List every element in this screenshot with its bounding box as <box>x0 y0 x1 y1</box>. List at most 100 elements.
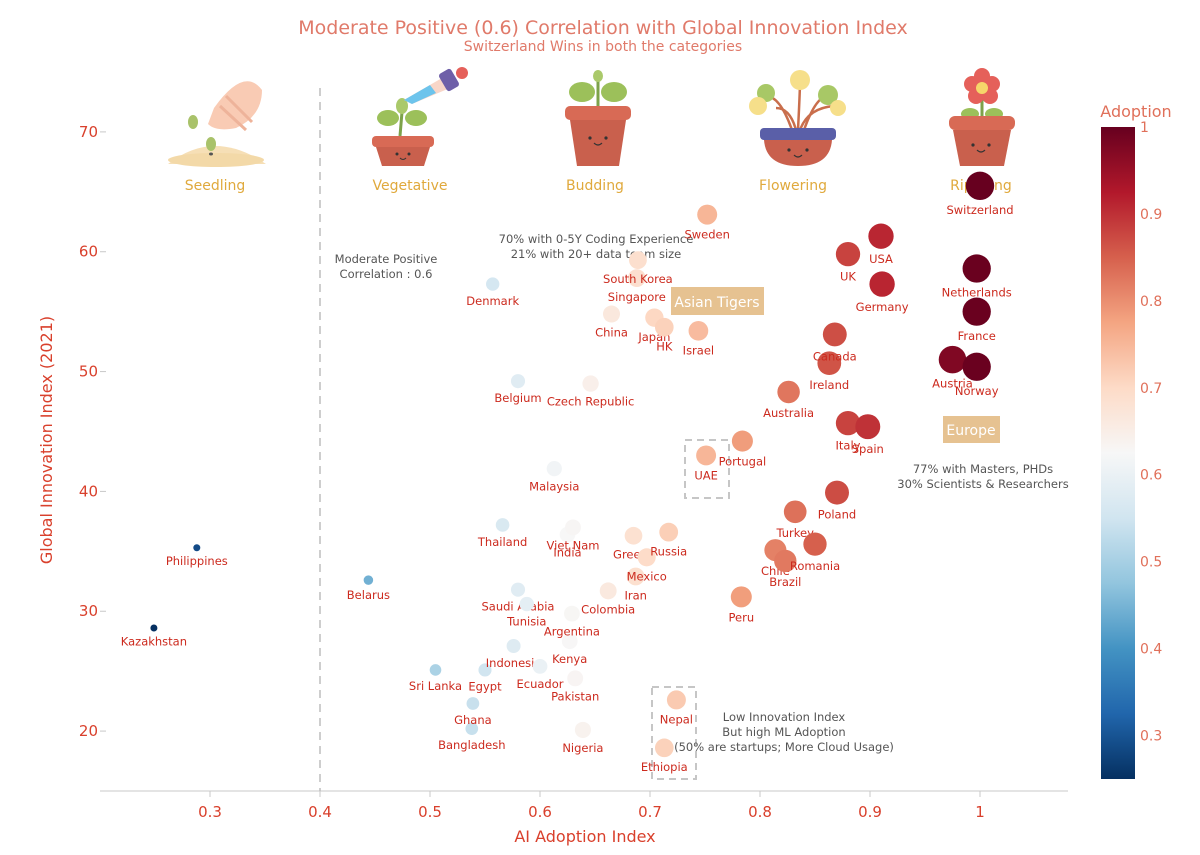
data-point-label: Israel <box>683 344 714 358</box>
data-point <box>835 410 861 436</box>
data-point <box>697 204 718 225</box>
uae-highlight-box <box>684 439 730 499</box>
data-point-label: Sweden <box>684 228 729 242</box>
colorbar-tick-label: 0.4 <box>1140 642 1162 658</box>
data-point-label: Czech Republic <box>547 395 635 409</box>
y-tick-label: 70 <box>79 123 98 141</box>
data-point <box>835 241 861 267</box>
data-point <box>825 480 849 505</box>
annotation-low-innovation: Low Innovation Index But high ML Adoptio… <box>674 710 894 754</box>
data-point <box>869 271 895 297</box>
data-point-label: HK <box>656 340 673 354</box>
data-point <box>822 322 847 347</box>
data-point <box>599 582 617 600</box>
data-point-label: Australia <box>763 406 814 420</box>
annotation-line: Moderate Positive <box>335 252 438 266</box>
x-tick-label: 0.6 <box>528 803 552 821</box>
data-point <box>495 518 510 532</box>
annotation-line: 21% with 20+ data team size <box>511 247 682 261</box>
data-point-label: USA <box>869 252 893 266</box>
data-point-label: Peru <box>728 610 754 624</box>
data-point <box>659 522 679 542</box>
colorbar-tick-label: 0.6 <box>1140 468 1162 484</box>
data-point-label: UAE <box>694 468 718 482</box>
data-point <box>855 414 881 440</box>
data-point <box>363 575 374 585</box>
chart-title: Moderate Positive (0.6) Correlation with… <box>298 17 908 39</box>
annotation-correlation: Moderate Positive Correlation : 0.6 <box>335 252 438 281</box>
y-tick-label: 50 <box>79 363 98 381</box>
data-point <box>962 254 991 283</box>
annotation-line: 70% with 0-5Y Coding Experience <box>499 232 694 246</box>
annotation-line: 30% Scientists & Researchers <box>897 477 1068 491</box>
y-axis-ticks: 20 30 40 50 60 70 <box>79 123 106 740</box>
annotation-line: (50% are startups; More Cloud Usage) <box>674 740 894 754</box>
annotation-line: Correlation : 0.6 <box>340 267 433 281</box>
data-point <box>637 548 656 567</box>
data-point-label: Spain <box>852 442 884 456</box>
data-point <box>938 345 967 374</box>
x-tick-label: 0.5 <box>418 803 442 821</box>
data-point-label: Canada <box>813 349 857 363</box>
data-point-label: Argentina <box>544 625 600 639</box>
seedling-illustration <box>168 81 266 167</box>
x-tick-label: 0.9 <box>858 803 882 821</box>
x-tick-label: 0.7 <box>638 803 662 821</box>
europe-tag: Europe <box>943 416 1000 443</box>
data-point-label: India <box>553 545 581 559</box>
data-point <box>150 624 158 632</box>
data-point-label: Poland <box>818 508 856 522</box>
y-tick-label: 40 <box>79 482 98 500</box>
stage-label-seedling: Seedling <box>185 178 246 194</box>
data-point-label: Belgium <box>494 391 541 405</box>
colorbar-tick-label: 0.3 <box>1140 729 1162 745</box>
data-point <box>506 639 521 653</box>
data-point-label: Ecuador <box>517 677 564 691</box>
stage-label-flowering: Flowering <box>759 178 827 194</box>
data-point <box>546 461 562 477</box>
data-point-label: Germany <box>856 300 909 314</box>
y-axis-title: Global Innovation Index (2021) <box>37 316 56 564</box>
data-point <box>193 544 201 552</box>
data-point <box>688 320 709 341</box>
data-point-label: Netherlands <box>942 286 1012 300</box>
data-point-label: Belarus <box>347 588 390 602</box>
data-point <box>965 171 995 201</box>
data-point <box>624 526 643 545</box>
colorbar-tick-label: 0.7 <box>1140 381 1162 397</box>
stage-label-budding: Budding <box>566 178 624 194</box>
data-point <box>561 633 578 650</box>
data-point <box>626 567 645 586</box>
data-point-label: UK <box>840 269 856 283</box>
data-point <box>868 223 894 249</box>
data-point-label: Turkey <box>775 526 814 540</box>
data-point-label: Ghana <box>454 713 492 727</box>
data-point <box>962 352 991 381</box>
data-point-label: Singapore <box>608 290 666 304</box>
vegetative-illustration <box>372 67 468 166</box>
data-point-label: Brazil <box>769 575 801 589</box>
data-point-label: Saudi Arabia <box>482 600 555 614</box>
data-point-label: Nigeria <box>562 741 603 755</box>
data-point <box>582 375 599 392</box>
data-point <box>602 305 621 323</box>
data-point <box>817 351 842 376</box>
annotation-line: 77% with Masters, PHDs <box>913 462 1053 476</box>
data-point <box>532 658 548 674</box>
x-axis-title: AI Adoption Index <box>514 827 655 846</box>
data-point-label: Pakistan <box>551 689 599 703</box>
chart-subtitle: Switzerland Wins in both the categories <box>464 39 742 55</box>
data-point-label: Indonesia <box>486 656 542 670</box>
data-point-label: South Korea <box>603 272 673 286</box>
annotation-line: But high ML Adoption <box>722 725 845 739</box>
data-point-label: Tunisia <box>506 614 546 628</box>
data-point <box>486 277 500 291</box>
x-tick-label: 0.3 <box>198 803 222 821</box>
data-point-label: Thailand <box>477 535 527 549</box>
data-point-label: Viet Nam <box>547 538 600 552</box>
flowering-illustration <box>749 70 846 166</box>
europe-tag-label: Europe <box>946 423 995 439</box>
data-point-label: Russia <box>650 545 687 559</box>
ripening-illustration <box>949 68 1015 166</box>
data-point-label: Kazakhstan <box>121 635 187 649</box>
